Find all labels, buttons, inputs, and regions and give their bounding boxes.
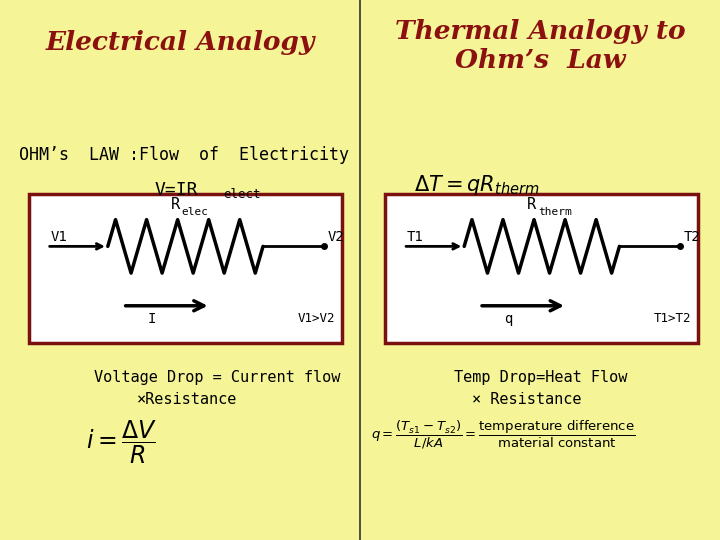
Text: q: q	[505, 312, 513, 326]
FancyBboxPatch shape	[385, 194, 698, 343]
Text: Thermal Analogy to
Ohm’s  Law: Thermal Analogy to Ohm’s Law	[395, 19, 685, 73]
Text: $\Delta T = qR_{therm}$: $\Delta T = qR_{therm}$	[414, 173, 540, 197]
Text: ×Resistance: ×Resistance	[137, 392, 237, 407]
Text: V1: V1	[50, 230, 67, 244]
Text: therm: therm	[538, 207, 572, 217]
FancyBboxPatch shape	[29, 194, 342, 343]
Text: $q = \dfrac{(T_{s1} - T_{s2})}{L/kA} = \dfrac{\mathrm{temperature\ difference}}{: $q = \dfrac{(T_{s1} - T_{s2})}{L/kA} = \…	[371, 418, 635, 450]
Text: V=IR: V=IR	[155, 181, 198, 199]
Text: V1>V2: V1>V2	[297, 312, 335, 325]
Text: Temp Drop=Heat Flow: Temp Drop=Heat Flow	[454, 370, 627, 385]
Text: T1: T1	[407, 230, 423, 244]
Text: R: R	[527, 197, 536, 212]
Text: R: R	[171, 197, 179, 212]
Text: elect: elect	[223, 188, 261, 201]
Text: T2: T2	[684, 230, 701, 244]
Text: OHM’s  LAW :Flow  of  Electricity: OHM’s LAW :Flow of Electricity	[19, 146, 348, 164]
Text: V2: V2	[328, 230, 344, 244]
Text: elec: elec	[181, 207, 209, 217]
Text: Electrical Analogy: Electrical Analogy	[45, 30, 315, 55]
Text: $i = \dfrac{\Delta V}{R}$: $i = \dfrac{\Delta V}{R}$	[86, 418, 158, 466]
Text: T1>T2: T1>T2	[654, 312, 691, 325]
Text: I: I	[148, 312, 156, 326]
Text: × Resistance: × Resistance	[472, 392, 581, 407]
Text: Voltage Drop = Current flow: Voltage Drop = Current flow	[94, 370, 340, 385]
